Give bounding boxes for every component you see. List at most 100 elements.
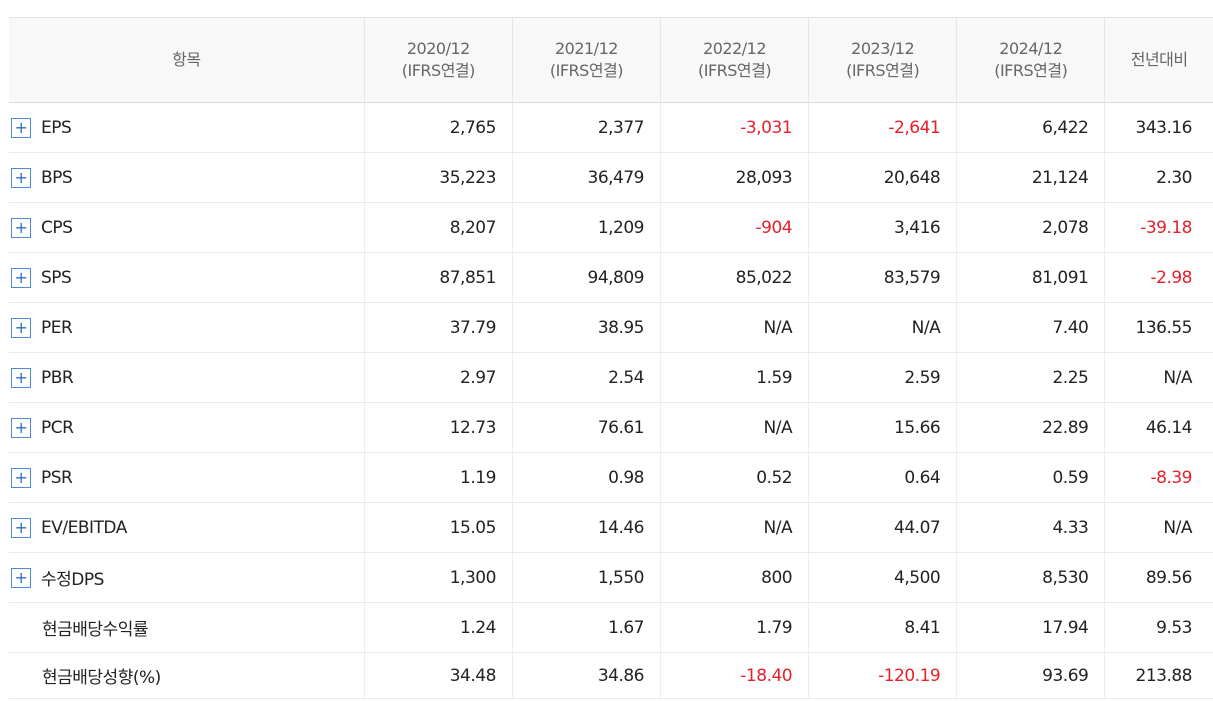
value-cell: 2.54 <box>512 352 662 403</box>
table-row: + SPS 87,851 94,809 85,022 83,579 81,091 -2.98 <box>9 252 1213 303</box>
table-body: + EPS 2,765 2,377 -3,031 -2,641 6,422 343.16 + BP… <box>9 102 1213 699</box>
row-label[interactable]: SPS <box>41 267 72 288</box>
header-period-year: 2023/12 <box>851 39 915 58</box>
row-label[interactable]: EV/EBITDA <box>41 517 127 538</box>
row-label[interactable]: BPS <box>41 167 73 188</box>
expand-plus-icon[interactable]: + <box>11 567 31 588</box>
value-cell: 35,223 <box>364 152 513 203</box>
yoy-cell: N/A <box>1104 352 1213 403</box>
value-cell: 36,479 <box>512 152 662 203</box>
financial-ratio-table: 항목 2020/12 (IFRS연결) 2021/12 (IFRS연결) 2022/… <box>9 17 1213 699</box>
yoy-cell: 2.30 <box>1104 152 1213 203</box>
row-label[interactable]: EPS <box>41 117 72 138</box>
row-item-cell: + EPS <box>9 102 365 153</box>
table-row: + PBR 2.97 2.54 1.59 2.59 2.25 N/A <box>9 352 1213 403</box>
row-item-cell: + SPS <box>9 252 365 303</box>
table-row: + EPS 2,765 2,377 -3,031 -2,641 6,422 343.16 <box>9 102 1213 153</box>
value-cell: 1.24 <box>364 602 513 653</box>
expand-plus-icon[interactable]: + <box>11 317 31 338</box>
header-period-year: 2021/12 <box>554 39 618 58</box>
expand-plus-icon[interactable]: + <box>11 367 31 388</box>
expand-plus-icon[interactable]: + <box>11 517 31 538</box>
yoy-cell: -8.39 <box>1104 452 1213 503</box>
value-cell: -18.40 <box>660 652 810 699</box>
row-item-cell: + PSR <box>9 452 365 503</box>
value-cell: 1.67 <box>512 602 662 653</box>
table-row: + PCR 12.73 76.61 N/A 15.66 22.89 46.14 <box>9 402 1213 453</box>
value-cell: 8,207 <box>364 202 513 253</box>
value-cell: 0.59 <box>956 452 1106 503</box>
value-cell: 38.95 <box>512 302 662 353</box>
row-label[interactable]: PCR <box>41 417 74 438</box>
value-cell: 34.48 <box>364 652 513 699</box>
value-cell: 81,091 <box>956 252 1106 303</box>
value-cell: 1.59 <box>660 352 810 403</box>
row-item-cell: + EV/EBITDA <box>9 502 365 553</box>
header-yoy: 전년대비 <box>1104 17 1213 103</box>
yoy-cell: 213.88 <box>1104 652 1213 699</box>
value-cell: 2.97 <box>364 352 513 403</box>
table-row: + BPS 35,223 36,479 28,093 20,648 21,124 2.30 <box>9 152 1213 203</box>
value-cell: 76.61 <box>512 402 662 453</box>
header-period-basis: (IFRS연결) <box>549 61 624 80</box>
value-cell: 1,550 <box>512 552 662 603</box>
table-row: + PSR 1.19 0.98 0.52 0.64 0.59 -8.39 <box>9 452 1213 503</box>
value-cell: 37.79 <box>364 302 513 353</box>
row-item-cell: + 수정DPS <box>9 552 365 603</box>
header-row: 항목 2020/12 (IFRS연결) 2021/12 (IFRS연결) 2022/… <box>9 17 1213 103</box>
value-cell: N/A <box>808 302 958 353</box>
header-period-basis: (IFRS연결) <box>401 61 476 80</box>
value-cell: 2.25 <box>956 352 1106 403</box>
table-row: 현금배당수익률 1.24 1.67 1.79 8.41 17.94 9.53 <box>9 602 1213 653</box>
row-item-cell: 현금배당수익률 <box>9 602 365 653</box>
value-cell: 14.46 <box>512 502 662 553</box>
value-cell: 1,209 <box>512 202 662 253</box>
expand-plus-icon[interactable]: + <box>11 267 31 288</box>
expand-plus-icon[interactable]: + <box>11 117 31 138</box>
row-label[interactable]: PER <box>41 317 73 338</box>
value-cell: 6,422 <box>956 102 1106 153</box>
row-item-cell: + PCR <box>9 402 365 453</box>
value-cell: 34.86 <box>512 652 662 699</box>
value-cell: 20,648 <box>808 152 958 203</box>
expand-plus-icon[interactable]: + <box>11 217 31 238</box>
header-period-year: 2022/12 <box>703 39 767 58</box>
expand-plus-icon[interactable]: + <box>11 167 31 188</box>
expand-plus-icon[interactable]: + <box>11 417 31 438</box>
value-cell: 800 <box>660 552 810 603</box>
value-cell: 2,765 <box>364 102 513 153</box>
value-cell: 93.69 <box>956 652 1106 699</box>
yoy-cell: N/A <box>1104 502 1213 553</box>
expand-plus-icon[interactable]: + <box>11 467 31 488</box>
value-cell: 8.41 <box>808 602 958 653</box>
value-cell: 7.40 <box>956 302 1106 353</box>
table-row: + EV/EBITDA 15.05 14.46 N/A 44.07 4.33 N/A <box>9 502 1213 553</box>
row-item-cell: 현금배당성향(%) <box>9 652 365 699</box>
row-label[interactable]: 수정DPS <box>41 570 104 590</box>
row-item-cell: + PBR <box>9 352 365 403</box>
yoy-cell: 89.56 <box>1104 552 1213 603</box>
header-period: 2024/12 (IFRS연결) <box>956 17 1106 103</box>
value-cell: 28,093 <box>660 152 810 203</box>
row-label: 현금배당성향(%) <box>42 668 161 688</box>
value-cell: 94,809 <box>512 252 662 303</box>
value-cell: 44.07 <box>808 502 958 553</box>
row-label[interactable]: CPS <box>41 217 73 238</box>
row-label[interactable]: PSR <box>41 467 73 488</box>
value-cell: 15.66 <box>808 402 958 453</box>
value-cell: 22.89 <box>956 402 1106 453</box>
table-row: + CPS 8,207 1,209 -904 3,416 2,078 -39.18 <box>9 202 1213 253</box>
header-yoy-label: 전년대비 <box>1130 50 1188 69</box>
value-cell: 1,300 <box>364 552 513 603</box>
header-period-year: 2024/12 <box>999 39 1063 58</box>
value-cell: 2.59 <box>808 352 958 403</box>
header-period-basis: (IFRS연결) <box>846 61 920 80</box>
header-period-basis: (IFRS연결) <box>994 61 1068 80</box>
row-label[interactable]: PBR <box>41 367 74 388</box>
yoy-cell: 9.53 <box>1104 602 1213 653</box>
value-cell: -3,031 <box>660 102 810 153</box>
value-cell: 83,579 <box>808 252 958 303</box>
value-cell: -2,641 <box>808 102 958 153</box>
header-item-label: 항목 <box>172 50 201 69</box>
header-period: 2022/12 (IFRS연결) <box>660 17 810 103</box>
